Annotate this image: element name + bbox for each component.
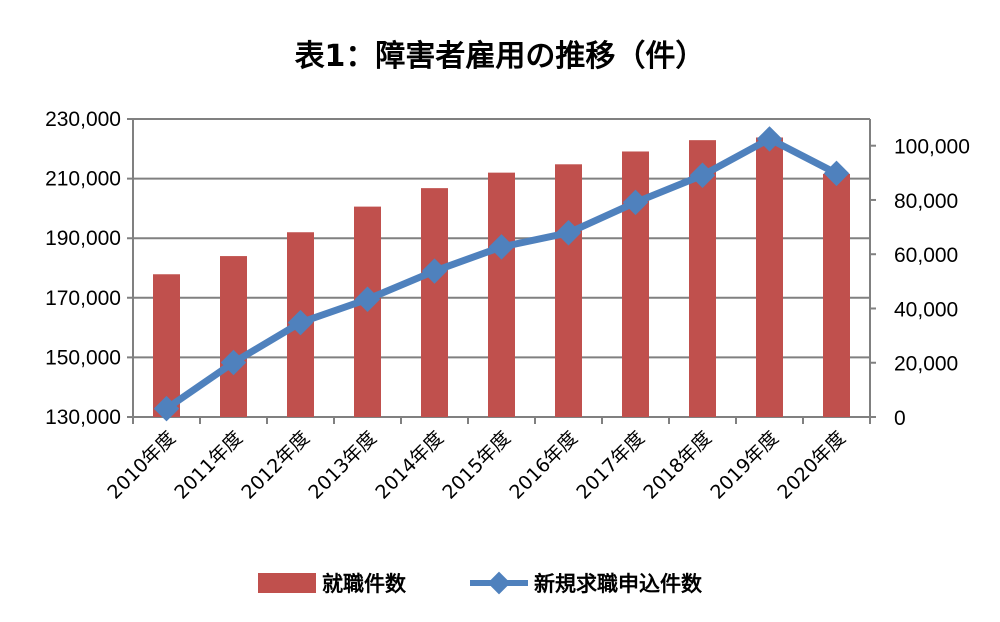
right-tick-label: 80,000	[894, 190, 958, 213]
x-tick-label: 2020年度	[773, 427, 850, 504]
legend-label-bar: 就職件数	[322, 572, 407, 596]
x-tick-label: 2017年度	[572, 427, 649, 504]
line-point-marker	[354, 286, 381, 312]
left-tick-label: 210,000	[45, 168, 121, 191]
bar	[421, 188, 448, 417]
bar	[756, 137, 783, 417]
line-point-marker	[153, 395, 180, 422]
legend: 就職件数 新規求職申込件数	[258, 571, 703, 596]
bar	[823, 173, 850, 417]
right-tick-label: 20,000	[894, 353, 958, 376]
right-tick-label: 100,000	[894, 136, 970, 159]
legend-marker	[487, 571, 511, 595]
left-tick-label: 190,000	[45, 227, 121, 250]
left-tick-label: 170,000	[45, 287, 121, 310]
line-point-marker	[220, 349, 247, 376]
left-tick-label: 230,000	[45, 108, 121, 131]
right-tick-label: 60,000	[894, 244, 958, 267]
x-tick-label: 2010年度	[103, 427, 180, 504]
x-tick-label: 2012年度	[237, 427, 314, 504]
legend-label-line: 新規求職申込件数	[534, 572, 703, 596]
x-tick-label: 2019年度	[706, 427, 783, 504]
line-series	[153, 126, 850, 422]
left-tick-label: 150,000	[45, 346, 121, 369]
x-tick-label: 2015年度	[438, 427, 515, 504]
right-tick-label: 0	[894, 407, 906, 430]
bar	[153, 274, 180, 417]
x-tick-label: 2014年度	[371, 427, 448, 504]
right-tick-label: 40,000	[894, 298, 958, 321]
line-point-marker	[756, 126, 783, 152]
line-point-marker	[689, 162, 716, 188]
x-tick-label: 2016年度	[505, 427, 582, 504]
line-point-marker	[287, 309, 314, 336]
chart-title: 表1：障害者雇用の推移（件）	[295, 39, 706, 74]
bar	[555, 164, 582, 417]
line-point-marker	[488, 234, 515, 260]
x-tick-label: 2018年度	[639, 427, 716, 504]
bar	[488, 172, 515, 417]
line-point-marker	[555, 220, 582, 246]
x-tick-label: 2013年度	[304, 427, 381, 504]
left-tick-label: 130,000	[45, 406, 121, 429]
line-point-marker	[622, 189, 649, 216]
bar	[220, 256, 247, 417]
legend-swatch-bar	[258, 573, 316, 593]
line-point-marker	[823, 160, 850, 187]
x-tick-label: 2011年度	[170, 427, 247, 504]
line-point-marker	[421, 258, 448, 284]
